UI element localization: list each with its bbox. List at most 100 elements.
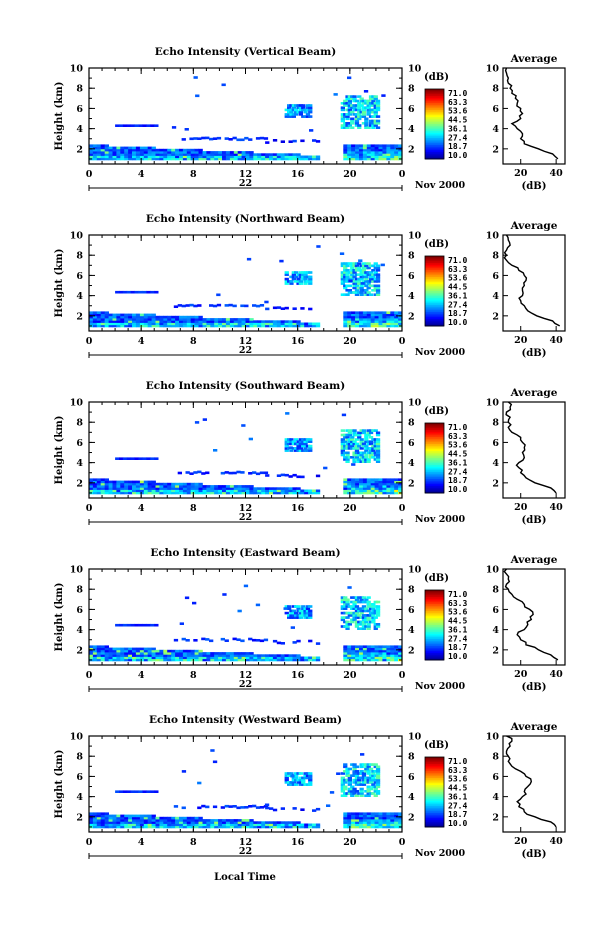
heatmap-cell bbox=[308, 440, 313, 443]
heatmap-cell bbox=[221, 83, 226, 87]
heatmap-cell bbox=[375, 774, 381, 777]
heatmap-cell bbox=[201, 136, 206, 140]
heatmap-cell bbox=[340, 273, 345, 276]
heatmap-cell bbox=[288, 324, 293, 328]
heatmap-cell bbox=[366, 603, 371, 606]
heatmap-cell bbox=[343, 293, 348, 296]
heatmap-cell bbox=[394, 315, 399, 319]
heatmap-cell bbox=[190, 819, 195, 822]
heatmap-cell bbox=[116, 652, 121, 655]
colorbar-segment bbox=[425, 595, 444, 598]
heatmap-cell bbox=[272, 654, 278, 657]
heatmap-cell bbox=[147, 491, 152, 495]
heatmap-cell bbox=[288, 153, 293, 156]
heatmap-cell bbox=[198, 491, 203, 495]
heatmap-cell bbox=[151, 157, 156, 161]
heatmap-cell bbox=[394, 146, 399, 150]
heatmap-cell bbox=[218, 322, 223, 326]
heatmap-cell bbox=[350, 600, 355, 604]
y-axis-label: Height (km) bbox=[54, 249, 65, 318]
colorbar-segment bbox=[425, 767, 444, 770]
heatmap-cell bbox=[245, 823, 250, 827]
heatmap-cell bbox=[347, 151, 352, 154]
heatmap-cell bbox=[237, 821, 242, 824]
avg-y-tick-label: 8 bbox=[492, 84, 499, 95]
heatmap-cell bbox=[241, 424, 246, 427]
heatmap-cell bbox=[371, 264, 376, 268]
heatmap-cell bbox=[378, 825, 383, 829]
colorbar-segment bbox=[425, 122, 444, 125]
heatmap-cell bbox=[192, 601, 197, 605]
heatmap-cell bbox=[345, 603, 350, 606]
heatmap-cell bbox=[198, 155, 203, 159]
heatmap-cell bbox=[371, 776, 376, 780]
heatmap-cell bbox=[139, 654, 145, 657]
heatmap-cell bbox=[186, 157, 192, 161]
heatmap-cell bbox=[394, 649, 399, 653]
heatmap-cell bbox=[232, 136, 237, 140]
heatmap-cell bbox=[104, 489, 109, 493]
heatmap-cell bbox=[354, 433, 360, 437]
heatmap-cell bbox=[368, 447, 374, 450]
heatmap-cell bbox=[347, 778, 352, 782]
heatmap-cell bbox=[135, 148, 141, 152]
heatmap-cell bbox=[225, 155, 231, 159]
heatmap-cell bbox=[291, 115, 296, 118]
heatmap-cell bbox=[89, 151, 94, 154]
heatmap-cell bbox=[352, 431, 357, 435]
heatmap-cell bbox=[284, 322, 289, 326]
heatmap-cell bbox=[142, 124, 147, 127]
heatmap-cell bbox=[272, 153, 278, 156]
heatmap-cell bbox=[108, 153, 113, 156]
colorbar-segment bbox=[425, 820, 444, 823]
heatmap-cell bbox=[373, 97, 378, 101]
heatmap-cell bbox=[374, 313, 379, 317]
heatmap-cell bbox=[390, 823, 395, 827]
heatmap-cell bbox=[291, 275, 296, 279]
heatmap-cell bbox=[233, 318, 239, 321]
heatmap-cell bbox=[362, 812, 368, 815]
heatmap-cell bbox=[245, 153, 250, 156]
heatmap-cell bbox=[206, 658, 211, 662]
heatmap-cell bbox=[252, 638, 257, 642]
heatmap-cell bbox=[361, 623, 367, 626]
heatmap-cell bbox=[340, 783, 345, 786]
heatmap-cell bbox=[368, 122, 374, 125]
heatmap-cell bbox=[355, 489, 360, 493]
heatmap-cell bbox=[269, 157, 274, 161]
heatmap-cell bbox=[124, 318, 129, 321]
heatmap-cell bbox=[362, 478, 368, 481]
heatmap-cell bbox=[143, 318, 149, 321]
heatmap-cell bbox=[126, 790, 132, 793]
heatmap-cell bbox=[218, 157, 223, 161]
heatmap-cell bbox=[175, 151, 180, 154]
heatmap-cell bbox=[343, 155, 348, 159]
heatmap-cell bbox=[265, 322, 270, 326]
heatmap-cell bbox=[249, 821, 254, 824]
heatmap-cell bbox=[291, 447, 296, 450]
heatmap-cell bbox=[354, 289, 360, 292]
avg-y-tick-label: 4 bbox=[492, 458, 499, 469]
heatmap-cell bbox=[364, 616, 369, 619]
heatmap-cell bbox=[108, 649, 113, 653]
x-tick-label: 0 bbox=[399, 169, 406, 180]
heatmap-cell bbox=[229, 485, 235, 488]
heatmap-cell bbox=[394, 318, 399, 321]
heatmap-cell bbox=[362, 148, 368, 152]
y-tick-label: 8 bbox=[76, 585, 83, 596]
heatmap-cell bbox=[355, 155, 360, 159]
heatmap-cell bbox=[190, 320, 195, 323]
heatmap-cell bbox=[294, 113, 299, 116]
heatmap-cell bbox=[228, 805, 233, 808]
heatmap-cell bbox=[375, 284, 381, 288]
y-tick-label-right: 8 bbox=[408, 251, 415, 262]
heatmap-cell bbox=[104, 821, 109, 824]
heatmap-cells bbox=[89, 749, 403, 829]
colorbar-segment bbox=[425, 651, 444, 654]
heatmap-cell bbox=[276, 823, 282, 827]
heatmap-cell bbox=[359, 440, 364, 443]
heatmap-cell bbox=[124, 656, 129, 660]
heatmap-cell bbox=[198, 821, 203, 824]
heatmap-cell bbox=[382, 821, 387, 824]
heatmap-cell bbox=[298, 447, 303, 450]
